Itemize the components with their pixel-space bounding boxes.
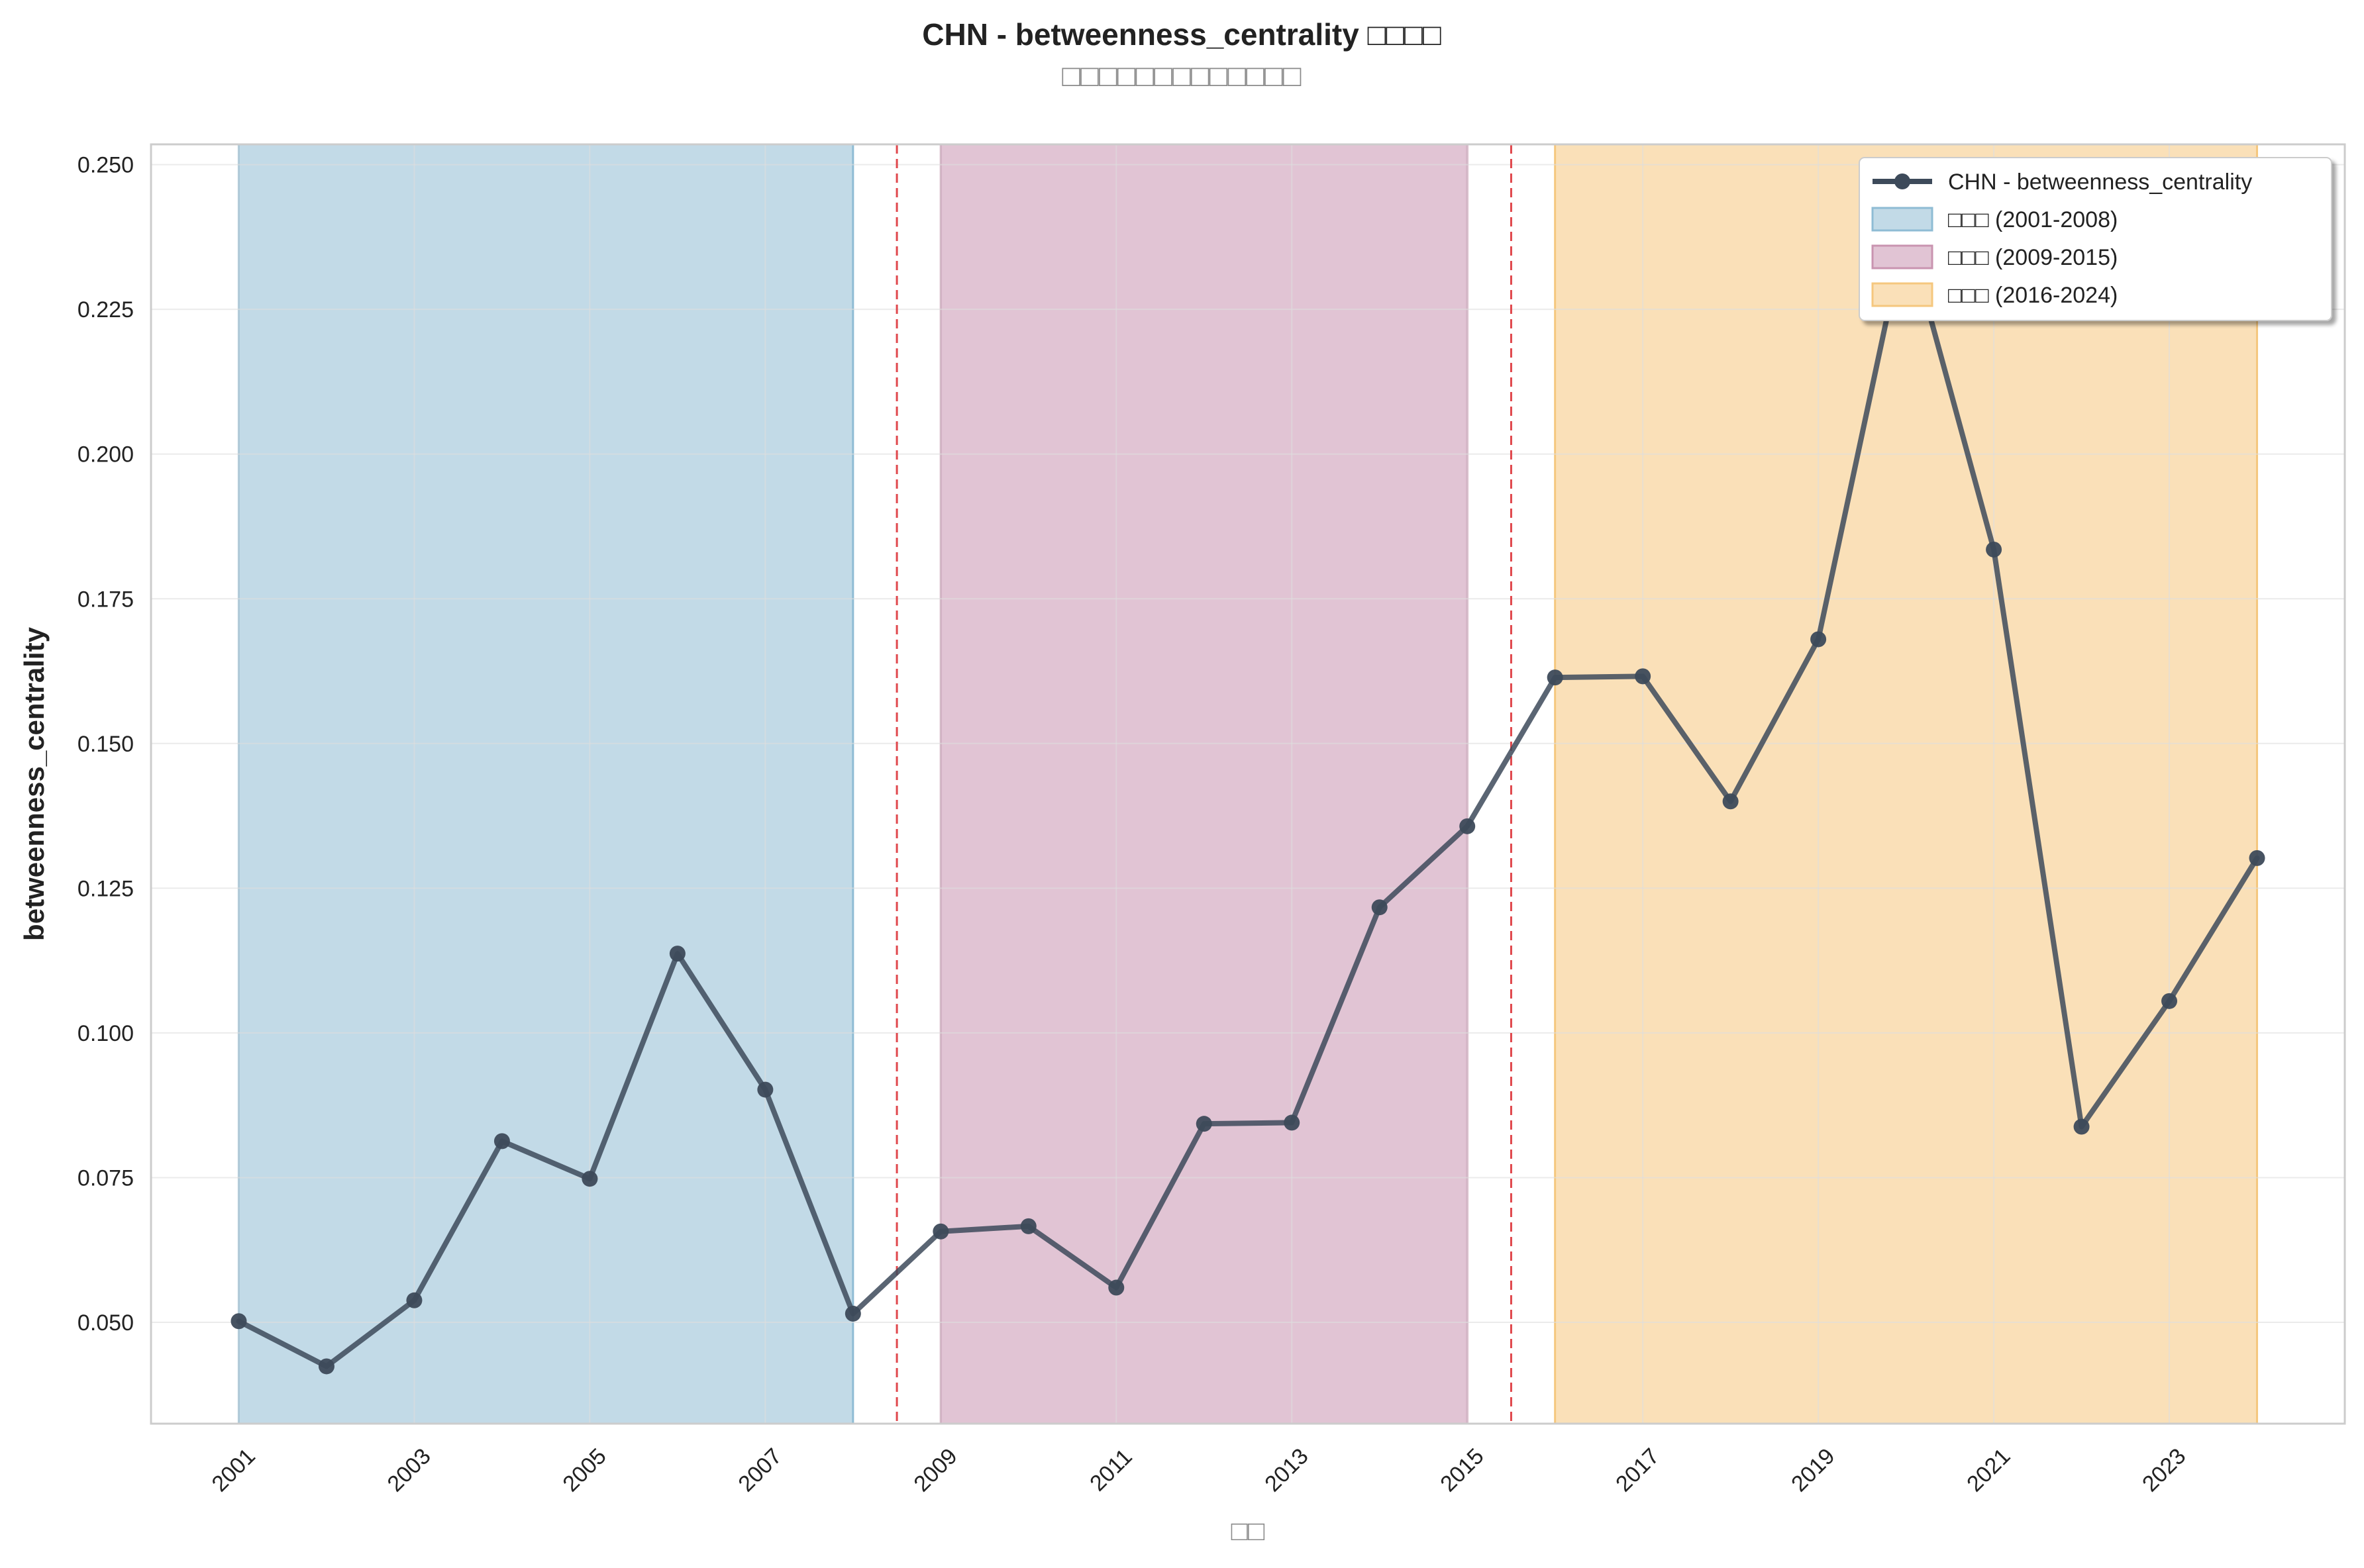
x-tick-label: 2005 bbox=[558, 1444, 611, 1496]
legend-label: □□□ (2009-2015) bbox=[1948, 245, 2118, 270]
data-point bbox=[669, 946, 686, 962]
x-tick-label: 2007 bbox=[733, 1444, 786, 1496]
legend-label: CHN - betweenness_centrality bbox=[1948, 170, 2252, 195]
data-point bbox=[1635, 668, 1651, 685]
legend-period-swatch bbox=[1871, 207, 1933, 232]
y-tick-label: 0.050 bbox=[77, 1310, 134, 1336]
x-tick-label: 2023 bbox=[2137, 1444, 2190, 1496]
data-point bbox=[1722, 793, 1739, 810]
x-tick-label: 2013 bbox=[1260, 1444, 1313, 1496]
data-point bbox=[933, 1223, 949, 1240]
data-point bbox=[406, 1292, 423, 1308]
x-tick-label: 2001 bbox=[207, 1444, 260, 1496]
data-point bbox=[1371, 899, 1388, 916]
legend-label: □□□ (2016-2024) bbox=[1948, 283, 2118, 308]
period-bands bbox=[237, 144, 2259, 1424]
data-point bbox=[757, 1081, 774, 1098]
data-point bbox=[2161, 993, 2178, 1009]
data-point bbox=[1108, 1279, 1125, 1296]
y-axis-ticks: 0.050 0.075 0.100 0.125 0.150 0.175 0.200 0.225… bbox=[77, 153, 134, 1336]
data-point bbox=[845, 1305, 861, 1322]
y-tick-label: 0.175 bbox=[77, 587, 134, 612]
legend-marker bbox=[1894, 173, 1910, 189]
data-point bbox=[1284, 1114, 1300, 1131]
data-point bbox=[1459, 818, 1476, 834]
y-tick-label: 0.100 bbox=[77, 1021, 134, 1046]
legend-period-swatch bbox=[1871, 282, 1933, 307]
data-point bbox=[318, 1358, 334, 1375]
data-point bbox=[1986, 541, 2002, 558]
y-tick-label: 0.250 bbox=[77, 153, 134, 178]
data-point bbox=[231, 1313, 247, 1330]
x-axis-ticks: 2001 2003 2005 2007 2009 2011 2013 2015 2017 2019… bbox=[207, 1444, 2191, 1496]
legend-box bbox=[1859, 157, 2332, 321]
legend: CHN - betweenness_centrality □□□ (2001-20… bbox=[1859, 157, 2332, 321]
data-point bbox=[2249, 850, 2265, 866]
legend-period-swatch bbox=[1871, 244, 1933, 270]
y-tick-label: 0.150 bbox=[77, 732, 134, 757]
period-band-1 bbox=[238, 144, 853, 1424]
chart-title: CHN - betweenness_centrality □□□□ bbox=[922, 17, 1441, 52]
x-axis-label: □□ bbox=[1231, 1515, 1265, 1546]
y-tick-label: 0.075 bbox=[77, 1165, 134, 1191]
data-point bbox=[2073, 1118, 2090, 1135]
x-tick-label: 2019 bbox=[1786, 1444, 1839, 1496]
period-band-2 bbox=[941, 144, 1468, 1424]
period-band-3 bbox=[1555, 144, 2257, 1424]
x-tick-label: 2017 bbox=[1611, 1444, 1664, 1496]
x-tick-label: 2015 bbox=[1435, 1444, 1488, 1496]
legend-label: □□□ (2001-2008) bbox=[1948, 207, 2118, 232]
data-point bbox=[1020, 1218, 1037, 1234]
data-point bbox=[1547, 669, 1563, 686]
chart-subtitle: □□□□□□□□□□□□□ bbox=[1062, 58, 1301, 93]
x-tick-label: 2003 bbox=[382, 1444, 435, 1496]
y-tick-label: 0.125 bbox=[77, 876, 134, 901]
y-tick-label: 0.225 bbox=[77, 297, 134, 322]
data-point bbox=[1196, 1116, 1212, 1132]
x-tick-label: 2009 bbox=[909, 1444, 962, 1496]
y-tick-label: 0.200 bbox=[77, 442, 134, 467]
data-point bbox=[582, 1171, 598, 1187]
x-tick-label: 2021 bbox=[1962, 1444, 2015, 1496]
plot-frame bbox=[150, 143, 2346, 1425]
x-tick-label: 2011 bbox=[1085, 1444, 1137, 1496]
data-point bbox=[1810, 631, 1827, 648]
y-axis-label: betweenness_centrality bbox=[19, 626, 50, 941]
data-point bbox=[493, 1133, 510, 1150]
period-dividers bbox=[896, 144, 1512, 1424]
